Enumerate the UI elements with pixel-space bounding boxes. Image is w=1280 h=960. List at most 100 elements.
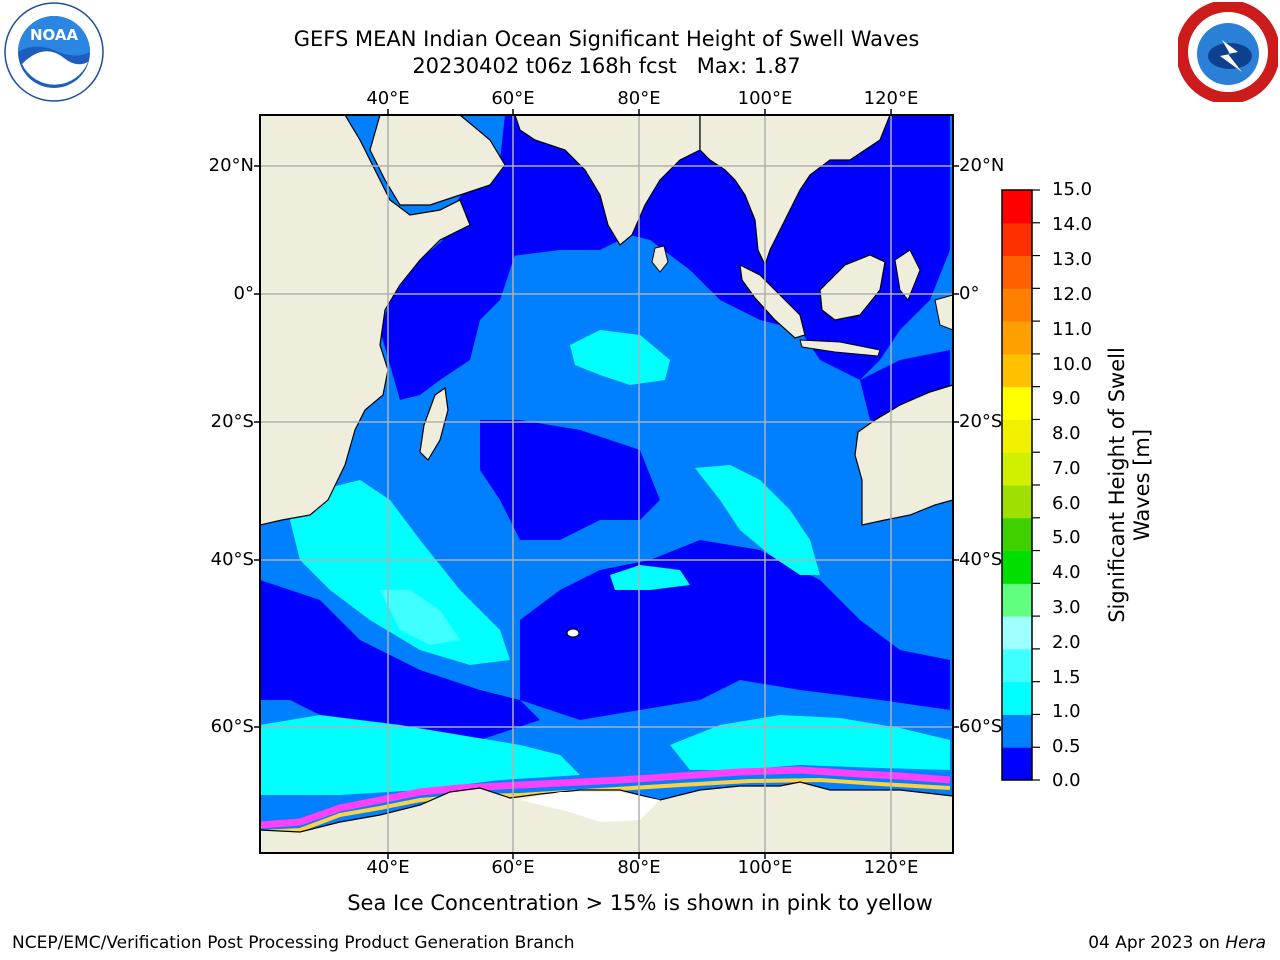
map-ticks [254, 109, 959, 859]
land-southeast-asia [699, 115, 891, 267]
land-sumatra [739, 263, 806, 339]
colorbar-segment [1002, 714, 1032, 748]
ice-shelf-white [520, 792, 660, 822]
colorbar-tick-15: 15.0 [1052, 179, 1093, 200]
map-subtitle: 20230402 t06z 168h fcst Max: 1.87 [412, 54, 801, 78]
colorbar-segment [1002, 485, 1032, 519]
lon-label-top-80e: 80°E [617, 88, 661, 109]
colorbar-segment [1002, 255, 1032, 289]
swell-low-arabian [440, 170, 620, 260]
swell-high-antarctic-belt [260, 715, 580, 795]
colorbar-tick-12: 12.0 [1052, 284, 1093, 305]
lon-label-top-100e: 100°E [737, 88, 793, 109]
land-new-guinea [934, 294, 953, 331]
lat-label-left-60s: 60°S [210, 716, 254, 737]
colorbar-tick-8: 8.0 [1052, 423, 1081, 444]
lon-label-top-120e: 120°E [863, 88, 919, 109]
swell-high-southwest [290, 480, 510, 665]
map-frame [259, 114, 954, 854]
lat-label-right-40s: 40°S [959, 549, 1003, 570]
run-date-text: 04 Apr 2023 on [1088, 933, 1220, 953]
colorbar-segment [1002, 419, 1032, 453]
colorbar-tick-9: 9.0 [1052, 388, 1081, 409]
land-australia [854, 384, 953, 526]
lat-label-left-0: 0° [233, 283, 254, 304]
colorbar-segment [1002, 550, 1032, 584]
swell-high-east [695, 465, 820, 575]
colorbar-tick-10: 10.0 [1052, 354, 1093, 375]
land-madagascar [419, 386, 449, 461]
colorbar-tick-11: 11.0 [1052, 319, 1093, 340]
lon-label-bottom-60e: 60°E [491, 857, 535, 878]
swell-high-antarctic-east [670, 715, 950, 770]
colorbar-tick-7: 7.0 [1052, 458, 1081, 479]
colorbar-title-line2: Waves [m] [1130, 428, 1154, 542]
lat-label-right-20n: 20°N [959, 155, 1005, 176]
colorbar-tick-1-5: 1.5 [1052, 667, 1081, 688]
colorbar-tick-0: 0.0 [1052, 770, 1081, 791]
colorbar-segment [1002, 517, 1032, 552]
colorbar-tick-3: 3.0 [1052, 597, 1081, 618]
land-sri-lanka [651, 245, 669, 273]
colorbar-tick-4: 4.0 [1052, 562, 1081, 583]
map-title: GEFS MEAN Indian Ocean Significant Heigh… [293, 27, 920, 51]
swell-low-southwest [260, 580, 540, 740]
colorbar-tick-2: 2.0 [1052, 632, 1081, 653]
noaa-logo: NOAA [4, 2, 104, 102]
colorbar-segment [1002, 353, 1032, 388]
colorbar-title: Significant Height of Swell Waves [m] [1105, 347, 1155, 623]
colorbar-segment [1002, 747, 1032, 781]
colorbar-segment [1002, 583, 1032, 617]
swell-higher-southwest [380, 590, 460, 645]
lon-label-top-40e: 40°E [366, 88, 410, 109]
swell-high-mid [610, 565, 690, 590]
colorbar-tick-0-5: 0.5 [1052, 736, 1081, 757]
lat-label-left-20s: 20°S [210, 411, 254, 432]
lon-label-top-60e: 60°E [491, 88, 535, 109]
colorbar-title-line1: Significant Height of Swell [1105, 347, 1129, 623]
machine-name: Hera [1225, 933, 1266, 953]
sea-ice-note: Sea Ice Concentration > 15% is shown in … [347, 891, 933, 915]
swell-high-equatorial [570, 330, 670, 385]
lon-label-bottom-120e: 120°E [863, 857, 919, 878]
lon-label-bottom-80e: 80°E [617, 857, 661, 878]
colorbar-segment [1002, 681, 1032, 715]
land-java [799, 339, 881, 357]
lon-label-bottom-40e: 40°E [366, 857, 410, 878]
sea-ice-yellow-fringe [260, 777, 951, 834]
lat-label-right-0: 0° [959, 283, 980, 304]
colorbar [1001, 189, 1040, 781]
lon-label-bottom-100e: 100°E [737, 857, 793, 878]
national-weather-service-logo [1178, 2, 1278, 102]
lat-lon-grid [260, 115, 953, 853]
colorbar-segment [1002, 452, 1032, 486]
colorbar-segment [1002, 386, 1032, 420]
colorbar-frame [1001, 189, 1033, 781]
lat-label-right-60s: 60°S [959, 716, 1003, 737]
lat-label-left-40s: 40°S [210, 549, 254, 570]
lat-label-right-20s: 20°S [959, 411, 1003, 432]
colorbar-segment [1002, 288, 1032, 322]
swell-low-central [480, 420, 660, 540]
colorbar-segment [1002, 321, 1032, 355]
land-arabia [369, 115, 506, 206]
colorbar-segment [1002, 190, 1032, 224]
colorbar-segment [1002, 222, 1032, 257]
colorbar-tick-5: 5.0 [1052, 527, 1081, 548]
land-borneo [819, 254, 886, 321]
colorbar-segment [1002, 616, 1032, 650]
colorbar-tick-14: 14.0 [1052, 214, 1093, 235]
colorbar-tick-6: 6.0 [1052, 493, 1081, 514]
sea-ice-band [260, 766, 951, 829]
land-india [514, 115, 701, 246]
land-sulawesi [894, 249, 921, 301]
island-kerguelen [566, 628, 580, 638]
colorbar-tick-13: 13.0 [1052, 249, 1093, 270]
colorbar-segment [1002, 648, 1032, 683]
svg-text:NOAA: NOAA [30, 26, 79, 44]
run-date: 04 Apr 2023 on Hera [1088, 933, 1266, 953]
lat-label-left-20n: 20°N [208, 155, 254, 176]
colorbar-tick-1: 1.0 [1052, 701, 1081, 722]
credit-text: NCEP/EMC/Verification Post Processing Pr… [12, 933, 575, 953]
